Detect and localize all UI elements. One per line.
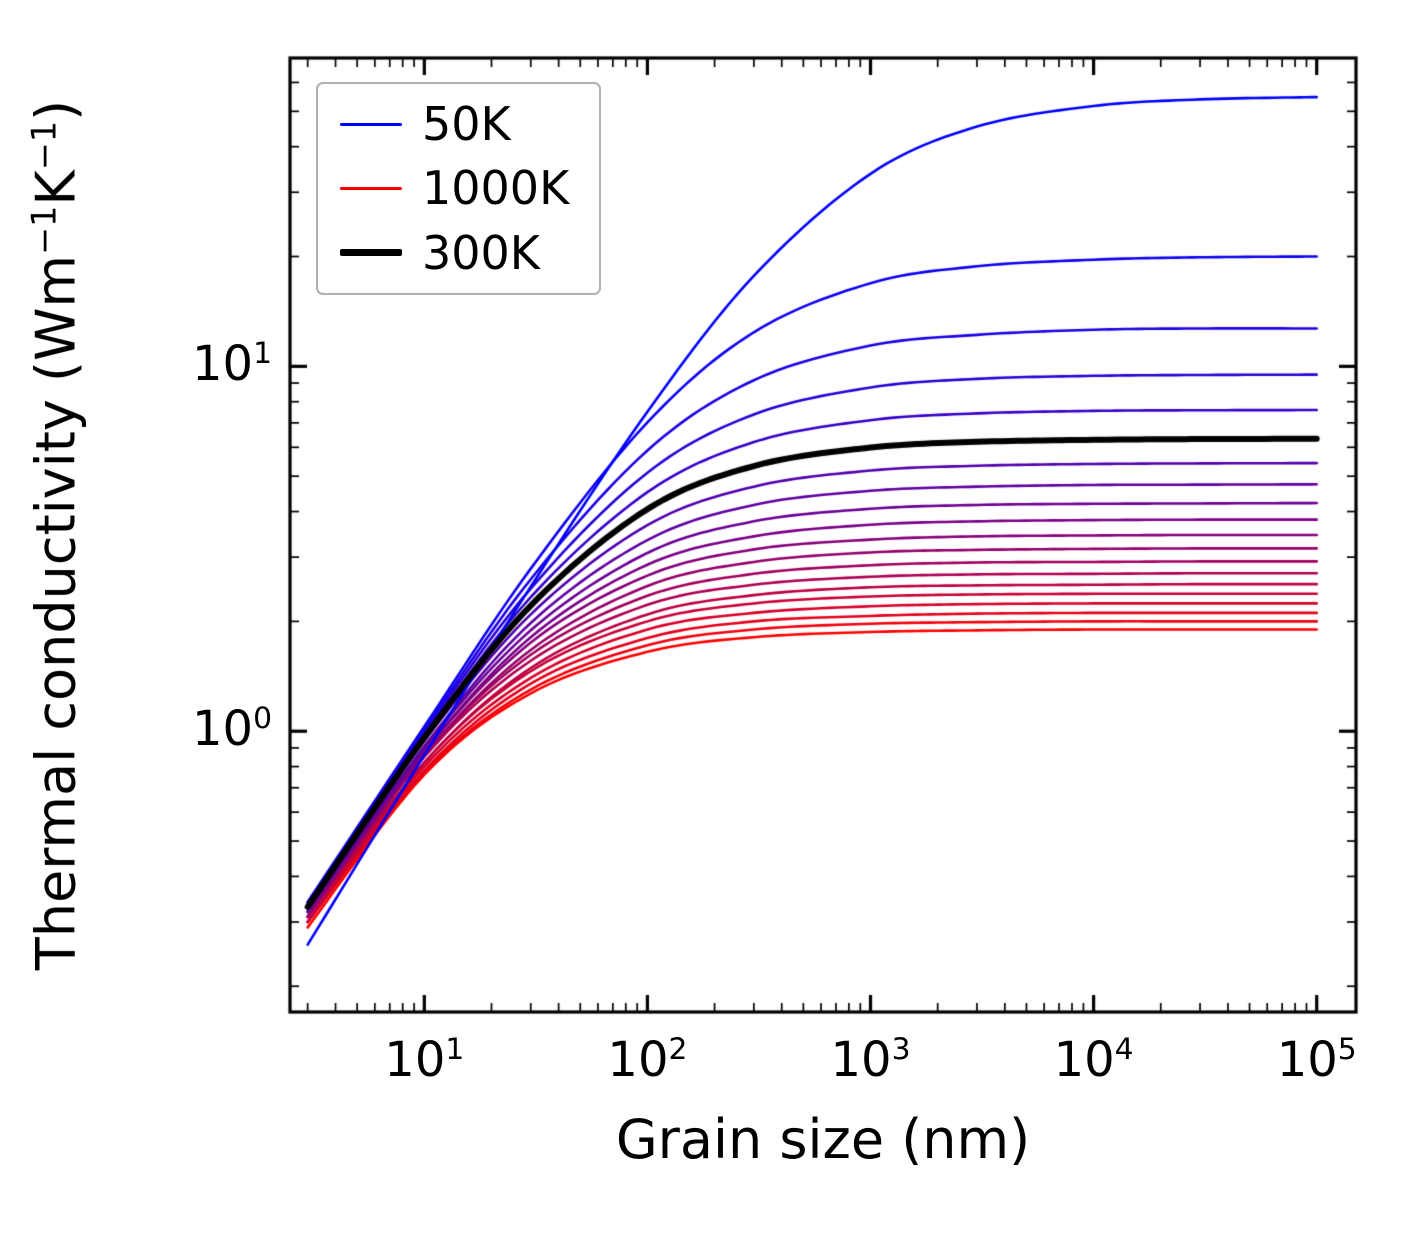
legend-entry-300k: 300K	[340, 225, 569, 280]
x-tick-label-10e4: 104	[1053, 1032, 1134, 1088]
legend-label-50k: 50K	[422, 97, 511, 151]
y-axis-label: Thermal conductivity (Wm−1K−1)	[24, 99, 88, 971]
x-axis-label: Grain size (nm)	[615, 1108, 1031, 1171]
legend-label-300k: 300K	[422, 225, 540, 280]
y-tick-label-10e1: 101	[191, 336, 272, 393]
legend-entry-50k: 50K	[340, 100, 569, 148]
x-tick-label-10e2: 102	[607, 1032, 688, 1088]
legend-entry-1000k: 1000K	[340, 161, 570, 216]
legend-label-1000k: 1000K	[422, 161, 570, 216]
x-tick-label-10e3: 103	[830, 1032, 911, 1088]
x-tick-label-10e1: 101	[384, 1032, 465, 1088]
legend-line-1000k-icon	[340, 186, 402, 190]
legend: 50K 1000K 300K	[316, 82, 602, 295]
legend-line-300k-icon	[340, 249, 402, 257]
y-tick-label-10e0: 100	[191, 700, 272, 757]
x-tick-label-10e5: 105	[1276, 1032, 1357, 1088]
legend-line-50k-icon	[340, 122, 402, 126]
